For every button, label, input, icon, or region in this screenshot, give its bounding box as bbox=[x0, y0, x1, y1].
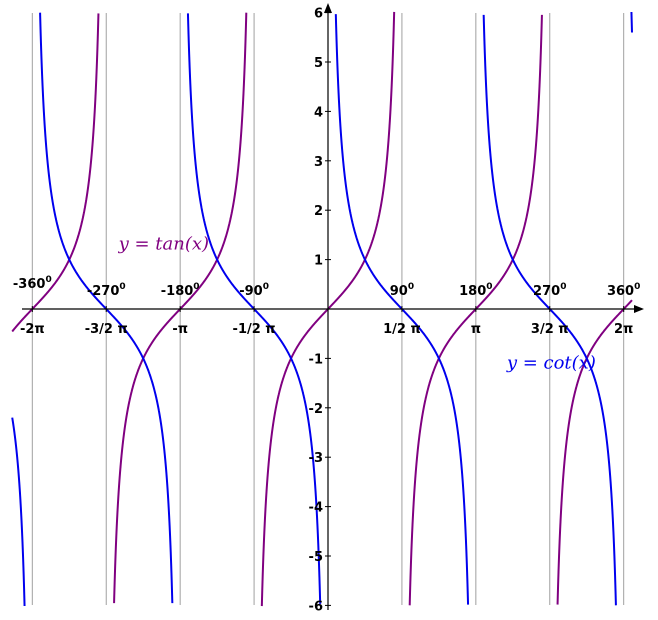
axes bbox=[22, 3, 644, 610]
x-tick-label-radians: 2π bbox=[614, 322, 633, 337]
x-tick-label-radians: 1/2 π bbox=[383, 322, 421, 337]
ticks bbox=[31, 12, 625, 606]
y-tick-label: 5 bbox=[314, 56, 323, 71]
y-tick-label: 4 bbox=[314, 105, 323, 120]
y-tick-label: -4 bbox=[309, 501, 323, 516]
x-tick-label-radians: -1/2 π bbox=[233, 322, 276, 337]
x-tick-label-degrees: 2700 bbox=[533, 282, 566, 299]
x-tick-label-degrees: -3600 bbox=[13, 275, 52, 292]
x-tick-label-degrees: -1800 bbox=[161, 282, 200, 299]
y-axis-arrow bbox=[324, 3, 332, 13]
y-tick-label: 2 bbox=[314, 204, 323, 219]
tan-label: y = tan(x) bbox=[118, 234, 209, 255]
x-tick-label-radians: -π bbox=[172, 322, 188, 337]
cot-label: y = cot(x) bbox=[506, 352, 596, 373]
y-tick-label: -1 bbox=[309, 352, 323, 367]
labels: -6 -5 -4 -3 -2 -1 1 2 3 4 5 6 -2π -3/2 π -π -1/2 π 1/2 π… bbox=[13, 7, 640, 615]
x-axis-arrow bbox=[634, 305, 644, 313]
y-tick-label: -2 bbox=[309, 402, 323, 417]
y-tick-label: 1 bbox=[314, 254, 323, 269]
x-tick-label-degrees: 900 bbox=[390, 282, 414, 299]
x-tick-label-radians: 3/2 π bbox=[531, 322, 569, 337]
x-tick-label-degrees: -900 bbox=[239, 282, 269, 299]
x-tick-label-radians: -3/2 π bbox=[85, 322, 128, 337]
y-tick-label: -5 bbox=[309, 550, 323, 565]
x-tick-label-radians: π bbox=[471, 322, 481, 337]
x-tick-label-degrees: 3600 bbox=[607, 282, 640, 299]
y-tick-label: -3 bbox=[309, 451, 323, 466]
x-tick-label-radians: -2π bbox=[20, 322, 45, 337]
y-tick-label: 3 bbox=[314, 155, 323, 170]
x-tick-label-degrees: -2700 bbox=[87, 282, 126, 299]
x-tick-label-degrees: 1800 bbox=[459, 282, 492, 299]
y-tick-label: 6 bbox=[314, 7, 323, 22]
y-tick-label: -6 bbox=[309, 599, 323, 614]
